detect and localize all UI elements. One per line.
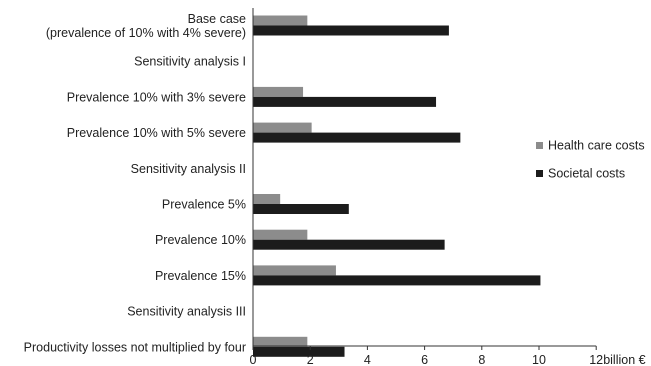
x-tick-label: 0 [250,353,257,366]
category-label: Prevalence 10% [155,233,246,247]
bar-health-care [253,194,281,204]
bar-health-care [253,229,308,240]
legend-label: Health care costs [548,139,645,153]
legend-swatch [536,170,543,177]
bar-health-care [253,265,336,276]
category-labels: Base case(prevalence of 10% with 4% seve… [24,12,246,354]
x-tick-label: 4 [364,353,371,366]
legend-swatch [536,142,543,149]
x-tick-label: 12 [589,353,603,366]
category-label: Prevalence 5% [162,198,246,212]
x-axis-unit-label: billion € [603,353,645,366]
bar-societal [253,204,349,214]
bar-societal [253,346,345,357]
bar-health-care [253,15,308,26]
category-label: Prevalence 15% [155,269,246,283]
bar-societal [253,239,445,250]
bar-societal [253,25,449,36]
category-label: Sensitivity analysis III [127,305,246,319]
legend-label: Societal costs [548,167,625,181]
bar-societal [253,275,541,286]
category-label: Sensitivity analysis II [131,162,246,176]
legend: Health care costs Societal costs [536,139,645,181]
bar-health-care [253,86,304,97]
category-label: Prevalence 10% with 3% severe [67,90,246,104]
x-tick-label: 10 [532,353,546,366]
bar-societal [253,96,437,107]
x-axis-ticks: 0 2 4 6 8 10 12 billion € [250,346,646,366]
bars-group [253,15,541,357]
bar-societal [253,132,461,143]
category-label: Prevalence 10% with 5% severe [67,126,246,140]
category-label: Sensitivity analysis I [134,55,246,69]
bar-health-care [253,336,308,347]
x-tick-label: 8 [478,353,485,366]
x-tick-label: 6 [421,353,428,366]
category-label: Base case [188,12,246,26]
category-label: (prevalence of 10% with 4% severe) [46,26,246,40]
x-tick-label: 2 [307,353,314,366]
bar-health-care [253,122,312,133]
category-label: Productivity losses not multiplied by fo… [24,340,246,354]
